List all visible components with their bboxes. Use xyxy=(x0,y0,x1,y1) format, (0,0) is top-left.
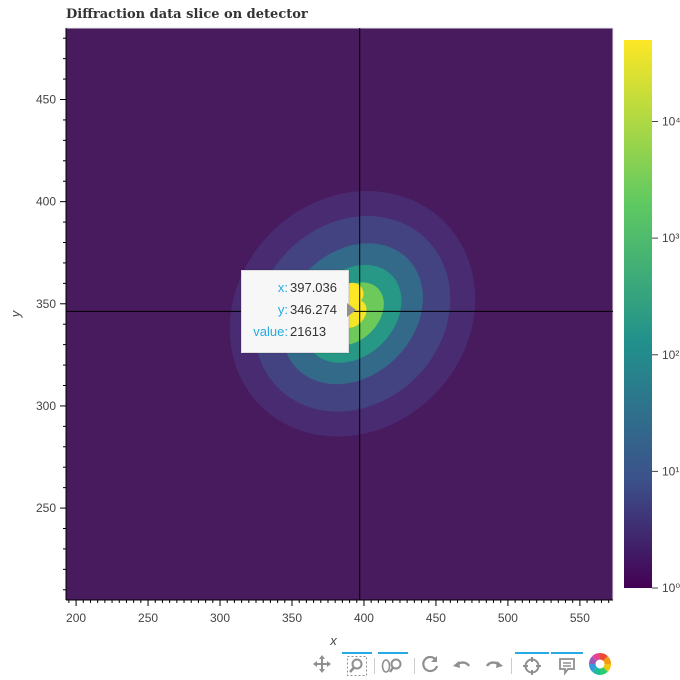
tooltip-value-key: value: xyxy=(253,324,288,339)
x-tick-label: 350 xyxy=(282,611,302,625)
hover-tooltip: x: 397.036 y: 346.274 value: 21613 xyxy=(241,270,349,353)
y-axis-label: y xyxy=(8,309,23,318)
axes: 200 250 300 350 400 450 500 550 250 300 350 400 450 x… xyxy=(8,27,614,648)
colorbar-gradient xyxy=(624,40,652,588)
colorbar-tick-label: 10⁰ xyxy=(662,581,680,595)
tooltip-x-value: 397.036 xyxy=(290,280,337,295)
undo-icon[interactable] xyxy=(450,652,474,676)
x-tick-label: 500 xyxy=(498,611,518,625)
wheel-zoom-icon[interactable] xyxy=(378,652,408,678)
tooltip-value-value: 21613 xyxy=(290,324,327,339)
x-tick-label: 550 xyxy=(570,611,590,625)
reset-icon[interactable] xyxy=(418,652,442,676)
tooltip-x-key: x: xyxy=(277,280,288,295)
crosshair-icon[interactable] xyxy=(515,652,549,678)
pan-icon[interactable] xyxy=(310,652,334,676)
tooltip-y-value: 346.274 xyxy=(290,302,337,317)
chart-title: Diffraction data slice on detector xyxy=(66,7,308,22)
box-zoom-icon[interactable] xyxy=(342,652,372,678)
x-tick-label: 450 xyxy=(426,611,446,625)
colorbar-tick-label: 10⁴ xyxy=(662,115,680,129)
tooltip-y-key: y: xyxy=(277,302,288,317)
y-tick-label: 450 xyxy=(36,93,56,107)
tooltip-value-row: value: 21613 xyxy=(242,323,348,341)
tooltip-arrow xyxy=(347,303,356,317)
colorbar-tick-label: 10¹ xyxy=(662,464,679,478)
redo-icon[interactable] xyxy=(482,652,506,676)
bokeh-logo-icon[interactable] xyxy=(588,652,612,676)
x-tick-label: 400 xyxy=(354,611,374,625)
tooltip-x-row: x: 397.036 xyxy=(242,279,348,297)
toolbar-separator xyxy=(374,658,375,674)
toolbar-separator xyxy=(511,658,512,674)
x-tick-label: 250 xyxy=(138,611,158,625)
y-tick-label: 250 xyxy=(36,501,56,515)
y-tick-label: 400 xyxy=(36,195,56,209)
hover-icon[interactable] xyxy=(551,652,583,678)
x-axis-label: x xyxy=(329,633,337,648)
x-tick-label: 200 xyxy=(66,611,86,625)
x-tick-label: 300 xyxy=(210,611,230,625)
toolbar-separator xyxy=(414,658,415,674)
colorbar-tick-label: 10² xyxy=(662,348,679,362)
tooltip-y-row: y: 346.274 xyxy=(242,301,348,319)
plot-toolbar xyxy=(308,648,620,678)
colorbar-tick-label: 10³ xyxy=(662,231,679,245)
y-tick-label: 350 xyxy=(36,297,56,311)
colorbar: 10⁰ 10¹ 10² 10³ 10⁴ xyxy=(624,40,680,595)
y-tick-label: 300 xyxy=(36,399,56,413)
